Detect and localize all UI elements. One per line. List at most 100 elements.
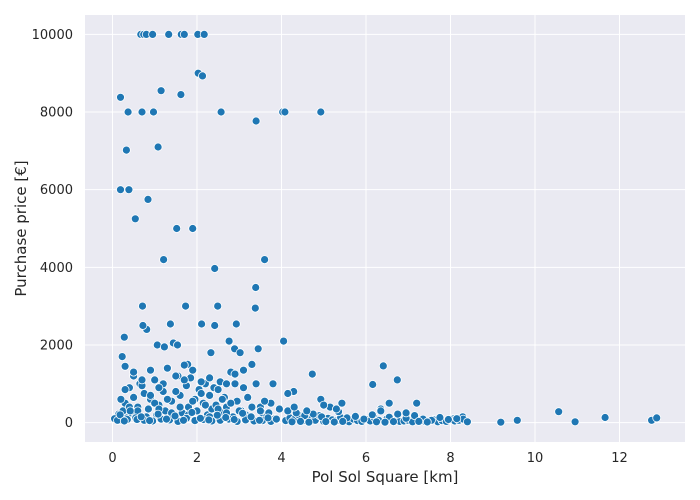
data-point [512, 415, 522, 425]
data-point [251, 379, 261, 389]
x-tick-labels: 0 2 4 6 8 10 12 [108, 451, 627, 466]
data-point [188, 396, 198, 406]
data-point [150, 375, 160, 385]
data-point [188, 224, 198, 233]
data-point [171, 371, 181, 381]
data-point [443, 415, 453, 424]
x-tick-label: 6 [362, 451, 370, 466]
data-point [159, 255, 169, 265]
data-point [321, 417, 331, 427]
data-point [338, 416, 348, 426]
data-point [153, 409, 163, 419]
data-point [181, 301, 191, 311]
data-point [289, 402, 299, 412]
data-point [260, 396, 270, 406]
data-point [120, 385, 130, 395]
data-point [255, 415, 264, 425]
data-point [129, 367, 139, 377]
data-point [222, 379, 231, 389]
y-tick-label: 4000 [40, 261, 73, 276]
data-point [196, 377, 206, 387]
data-point [337, 398, 347, 408]
data-point [329, 417, 339, 427]
data-point [253, 344, 263, 354]
data-point [231, 319, 241, 329]
data-point [246, 412, 256, 422]
y-tick-label: 8000 [40, 106, 73, 121]
y-axis-title: Purchase price [€] [12, 160, 30, 296]
data-point [124, 185, 134, 195]
data-point [247, 402, 257, 412]
data-point [384, 398, 394, 408]
data-point [146, 390, 155, 400]
data-point [393, 409, 403, 419]
data-point [195, 413, 205, 423]
data-point [164, 30, 174, 39]
data-point [452, 414, 462, 424]
data-point [389, 417, 398, 427]
data-point [250, 303, 260, 313]
data-point [238, 408, 248, 418]
data-point [130, 214, 140, 224]
data-point [414, 416, 424, 426]
data-point [247, 359, 257, 369]
data-point [200, 400, 210, 410]
data-point [230, 369, 240, 379]
data-point [154, 383, 164, 393]
data-point [319, 400, 329, 410]
data-point [138, 301, 147, 311]
data-point [119, 332, 129, 342]
data-point [307, 369, 317, 379]
data-point [205, 373, 215, 383]
data-point [143, 404, 153, 414]
data-point [217, 394, 227, 404]
y-tick-label: 0 [65, 416, 73, 431]
data-point [376, 406, 386, 416]
data-point [176, 90, 186, 99]
data-point [116, 394, 126, 404]
data-point [188, 365, 198, 375]
data-point [243, 392, 253, 402]
data-point [137, 375, 147, 385]
data-point [137, 107, 147, 117]
data-point [115, 410, 125, 420]
data-point [187, 408, 197, 417]
data-point [235, 348, 245, 358]
data-point [197, 319, 207, 329]
data-point [287, 417, 297, 427]
data-point [316, 107, 326, 117]
data-point [230, 379, 240, 389]
data-point [378, 361, 388, 371]
data-point [119, 416, 129, 426]
data-point [226, 398, 236, 408]
data-point [149, 107, 158, 117]
data-point [173, 340, 182, 350]
data-point [268, 379, 278, 389]
data-point [165, 319, 175, 329]
data-point [172, 224, 182, 233]
data-point [392, 375, 402, 385]
data-point [279, 336, 289, 346]
data-point [143, 194, 153, 204]
data-point [213, 301, 223, 311]
data-point [116, 185, 125, 195]
data-point [196, 389, 206, 398]
x-tick-label: 12 [611, 451, 628, 466]
data-point [213, 385, 223, 395]
data-point [496, 417, 506, 427]
plot-background [85, 15, 685, 442]
data-point [401, 408, 411, 418]
data-point [422, 417, 432, 427]
data-point [146, 365, 155, 375]
data-point [251, 116, 261, 126]
data-point [159, 342, 169, 352]
data-point [271, 414, 281, 424]
y-tick-label: 6000 [40, 183, 73, 198]
data-point [179, 30, 189, 39]
data-point [239, 365, 248, 375]
data-point [331, 404, 341, 414]
data-point [170, 411, 180, 421]
x-tick-label: 2 [193, 451, 201, 466]
data-point [380, 417, 390, 427]
